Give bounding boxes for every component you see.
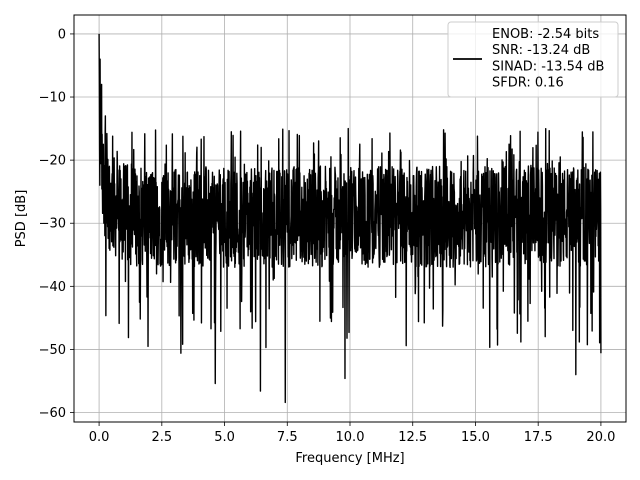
x-tick-label: 5.0 bbox=[214, 430, 235, 445]
y-tick-label: −20 bbox=[39, 154, 66, 169]
legend-sinad: SINAD: -13.54 dB bbox=[492, 60, 604, 75]
y-tick-label: −60 bbox=[39, 406, 66, 421]
x-tick-label: 15.0 bbox=[461, 430, 490, 445]
legend-snr: SNR: -13.24 dB bbox=[492, 43, 590, 58]
y-tick-label: −10 bbox=[39, 91, 66, 106]
legend-sfdr: SFDR: 0.16 bbox=[492, 76, 564, 91]
plot-area bbox=[98, 33, 602, 404]
y-axis-label: PSD [dB] bbox=[14, 190, 29, 248]
psd-series-line bbox=[98, 33, 602, 404]
x-tick-label: 12.5 bbox=[398, 430, 427, 445]
x-tick-label: 2.5 bbox=[151, 430, 172, 445]
legend-box bbox=[447, 21, 619, 98]
y-tick-label: −30 bbox=[39, 217, 66, 232]
x-axis-label: Frequency [MHz] bbox=[295, 451, 404, 466]
x-tick-label: 10.0 bbox=[336, 430, 365, 445]
y-axis: 0 −10 −20 −30 −40 −50 −60 bbox=[39, 27, 74, 421]
y-tick-label: −50 bbox=[39, 343, 66, 358]
legend-enob: ENOB: -2.54 bits bbox=[492, 27, 599, 42]
x-tick-label: 0.0 bbox=[89, 430, 110, 445]
y-tick-label: −40 bbox=[39, 280, 66, 295]
y-tick-label: 0 bbox=[58, 27, 66, 42]
x-tick-label: 17.5 bbox=[524, 430, 553, 445]
x-tick-label: 20.0 bbox=[586, 430, 615, 445]
x-tick-label: 7.5 bbox=[277, 430, 298, 445]
x-axis: 0.0 2.5 5.0 7.5 10.0 12.5 15.0 17.5 20.0 bbox=[89, 422, 615, 445]
legend: ENOB: -2.54 bits SNR: -13.24 dB SINAD: -… bbox=[447, 21, 619, 98]
